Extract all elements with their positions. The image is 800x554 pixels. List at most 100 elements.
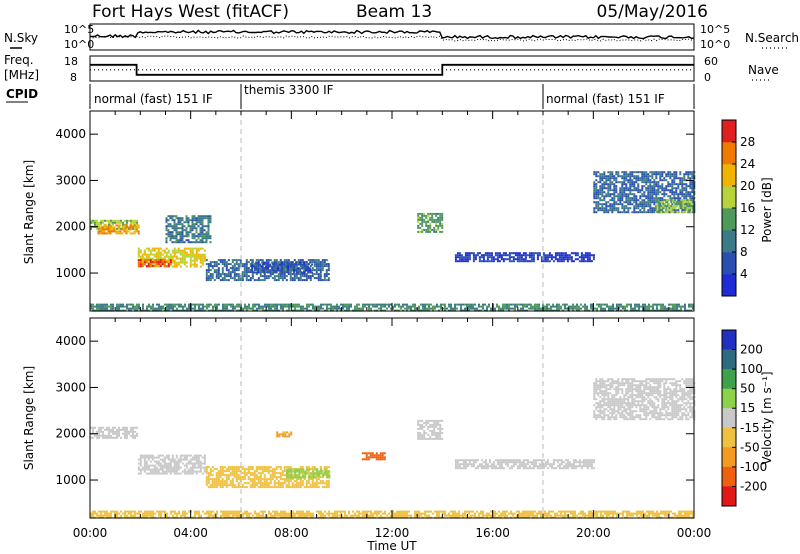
power-echo-region-9 [593, 171, 696, 214]
cpid-label: CPID [6, 87, 38, 101]
velocity-colorbar-swatch-2 [722, 369, 736, 389]
noise-right-label: N.Search [745, 31, 799, 45]
freq-left-tick-bottom: 8 [70, 71, 77, 84]
power-colorbar-swatch-6 [722, 142, 736, 165]
velocity-colorbar-tick-1: 100 [740, 362, 763, 376]
velocity-colorbar: 200 100 50 15 -15 -50 -100 -200 [721, 329, 767, 507]
nave-label: Nave [748, 63, 779, 77]
x-tick-3: 12:00 [375, 526, 410, 540]
power-colorbar-tick-3: 16 [740, 201, 755, 215]
power-colorbar-tick-2: 12 [740, 223, 755, 237]
freq-label-line1: Freq. [4, 53, 34, 67]
noise-right-tick-bottom: 10^0 [700, 38, 730, 51]
power-colorbar-swatch-2 [722, 230, 736, 253]
velocity-echo-region-4 [276, 431, 293, 438]
velocity-echo-region-3 [286, 468, 331, 479]
cpid-segment-3: normal (fast) 151 IF [546, 92, 665, 106]
power-colorbar-tick-5: 24 [740, 157, 755, 171]
beam-title: Beam 13 [356, 2, 432, 22]
power-echo-region-8 [454, 252, 595, 263]
power-colorbar: 4 8 12 16 20 24 28 [721, 119, 755, 297]
x-tick-0: 00:00 [73, 526, 108, 540]
velocity-y-tick-3: 4000 [55, 334, 86, 348]
power-colorbar-tick-6: 28 [740, 135, 755, 149]
velocity-echo-region-6 [417, 419, 444, 440]
noise-right-tick-top: 10^5 [700, 23, 730, 36]
power-y-tick-3: 4000 [55, 127, 86, 141]
velocity-colorbar-swatch-6 [722, 447, 736, 468]
power-colorbar-tick-1: 8 [740, 245, 748, 259]
velocity-colorbar-swatch-7 [722, 466, 736, 487]
power-colorbar-swatch-0 [722, 274, 736, 297]
velocity-colorbar-tick-5: -50 [740, 440, 760, 454]
velocity-ylabel: Slant Range [km] [22, 366, 36, 470]
velocity-colorbar-swatch-4 [722, 408, 736, 429]
velocity-colorbar-swatch-0 [722, 330, 736, 350]
power-echo-region-6 [251, 261, 314, 274]
noise-left-label: N.Sky [4, 31, 38, 45]
power-colorbar-swatch-3 [722, 208, 736, 231]
noise-search-line [89, 35, 695, 42]
cpid-segment-2: themis 3300 IF [244, 83, 334, 97]
power-echo-region-4 [165, 215, 212, 244]
power-colorbar-swatch-4 [722, 186, 736, 209]
velocity-colorbar-tick-4: -15 [740, 421, 760, 435]
velocity-y-tick-2: 3000 [55, 380, 86, 394]
x-tick-6: 00:00 [677, 526, 712, 540]
velocity-echo-region-8 [593, 378, 696, 421]
x-tick-4: 16:00 [475, 526, 510, 540]
power-colorbar-tick-0: 4 [740, 267, 748, 281]
cpid-segment-1: normal (fast) 151 IF [94, 92, 213, 106]
power-echo-region-2 [137, 247, 206, 268]
velocity-echoes [90, 318, 696, 519]
frequency-line [90, 63, 694, 76]
velocity-echo-region-1 [137, 454, 206, 475]
power-y-tick-0: 1000 [55, 266, 86, 280]
power-echo-region-1 [97, 224, 140, 235]
date-title: 05/May/2016 [597, 2, 709, 22]
noise-lines [89, 29, 695, 42]
power-colorbar-swatch-1 [722, 252, 736, 275]
freq-label-line2: [MHz] [4, 68, 39, 82]
power-echoes [90, 111, 696, 312]
velocity-echo-region-5 [361, 452, 386, 461]
power-y-tick-2: 3000 [55, 173, 86, 187]
velocity-y-tick-0: 1000 [55, 473, 86, 487]
velocity-echo-region-7 [454, 459, 595, 470]
freq-right-tick-bottom: 0 [704, 71, 711, 84]
power-axes: 1000 2000 3000 4000 [55, 111, 695, 311]
power-colorbar-tick-4: 20 [740, 179, 755, 193]
freq-panel-frame [89, 55, 695, 82]
velocity-colorbar-tick-7: -200 [740, 479, 767, 493]
velocity-axes: 1000 2000 3000 4000 [55, 318, 695, 518]
velocity-colorbar-tick-3: 15 [740, 401, 755, 415]
x-tick-labels: 00:00 04:00 08:00 12:00 16:00 20:00 00:00 [73, 526, 712, 540]
velocity-colorbar-tick-0: 200 [740, 343, 763, 357]
power-y-tick-1: 2000 [55, 220, 86, 234]
x-tick-2: 08:00 [274, 526, 309, 540]
noise-sky-line [89, 29, 695, 40]
power-echo-region-7 [417, 212, 444, 233]
power-colorbar-label: Power [dB] [760, 177, 774, 242]
velocity-colorbar-swatch-5 [722, 427, 736, 448]
velocity-y-tick-1: 2000 [55, 427, 86, 441]
velocity-colorbar-tick-6: -100 [740, 460, 767, 474]
x-axis-label: Time UT [366, 539, 417, 553]
radar-title: Fort Hays West (fitACF) [92, 2, 289, 22]
freq-left-tick-top: 18 [64, 55, 78, 68]
x-tick-5: 20:00 [576, 526, 611, 540]
velocity-colorbar-swatch-8 [722, 486, 736, 507]
noise-left-tick-top: 10^5 [64, 23, 94, 36]
power-ylabel: Slant Range [km] [22, 160, 36, 264]
power-colorbar-swatch-5 [722, 164, 736, 187]
power-echo-region-3 [137, 259, 172, 268]
power-colorbar-swatch-7 [722, 120, 736, 143]
velocity-colorbar-swatch-1 [722, 349, 736, 370]
velocity-colorbar-swatch-3 [722, 388, 736, 409]
x-tick-1: 04:00 [173, 526, 208, 540]
freq-lines [90, 63, 694, 76]
velocity-colorbar-tick-2: 50 [740, 382, 755, 396]
freq-right-tick-top: 60 [704, 55, 718, 68]
power-echo-region-10 [656, 199, 695, 213]
